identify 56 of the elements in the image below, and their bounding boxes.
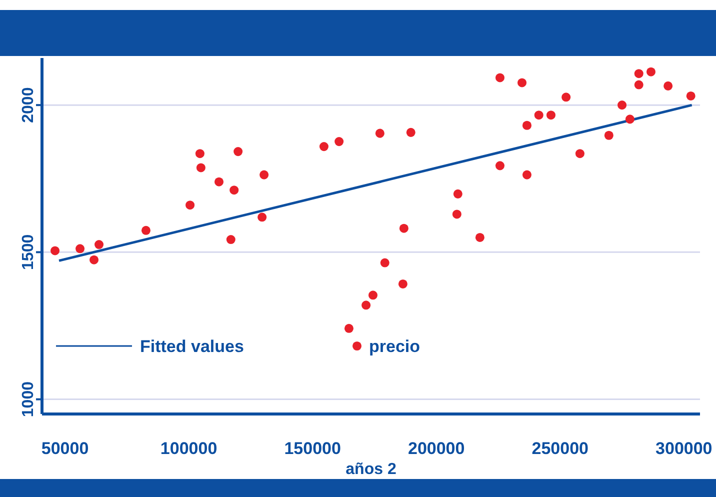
point (452, 210, 462, 219)
point (260, 170, 269, 180)
point (226, 235, 236, 244)
point (664, 81, 673, 90)
point (230, 186, 239, 195)
point (368, 290, 378, 300)
point (575, 149, 584, 158)
point (186, 200, 195, 210)
point (517, 78, 527, 88)
legend-label: Fitted values (140, 337, 244, 356)
point (646, 67, 656, 76)
point (398, 279, 408, 288)
point (234, 147, 243, 156)
x-tick-label: 100000 (160, 439, 218, 458)
point (141, 226, 150, 235)
point (522, 170, 532, 180)
point (196, 163, 206, 172)
point (380, 258, 390, 268)
point (534, 110, 544, 120)
x-tick-label: 150000 (284, 439, 341, 458)
point (89, 255, 99, 264)
point (362, 300, 371, 310)
point (495, 73, 504, 82)
legend-label: precio (369, 337, 420, 356)
point (634, 80, 644, 90)
x-tick-label: 200000 (408, 439, 465, 458)
point (319, 142, 328, 152)
x-tick-label: 250000 (532, 439, 588, 458)
point (495, 161, 504, 170)
point (195, 149, 204, 158)
point (475, 232, 484, 242)
point (618, 100, 627, 110)
point (375, 128, 384, 138)
point (406, 128, 416, 137)
point (399, 224, 408, 233)
point (453, 189, 462, 198)
point (686, 91, 696, 100)
point (50, 246, 60, 256)
x-axis-title: años 2 (346, 461, 396, 478)
y-tick-label: 2000 (20, 87, 37, 123)
point (258, 212, 267, 222)
point (94, 240, 104, 250)
y-tick-label: 1000 (20, 381, 37, 418)
point (214, 177, 224, 186)
point (522, 120, 532, 130)
point (604, 130, 614, 140)
point (334, 137, 344, 146)
point (634, 69, 644, 78)
point (625, 114, 634, 124)
point (562, 92, 571, 102)
point (344, 324, 354, 333)
point (76, 244, 85, 254)
y-tick-label: 1500 (20, 234, 37, 270)
point (546, 110, 556, 120)
x-tick-label: 300000 (656, 439, 712, 458)
x-tick-label: 50000 (41, 439, 89, 458)
